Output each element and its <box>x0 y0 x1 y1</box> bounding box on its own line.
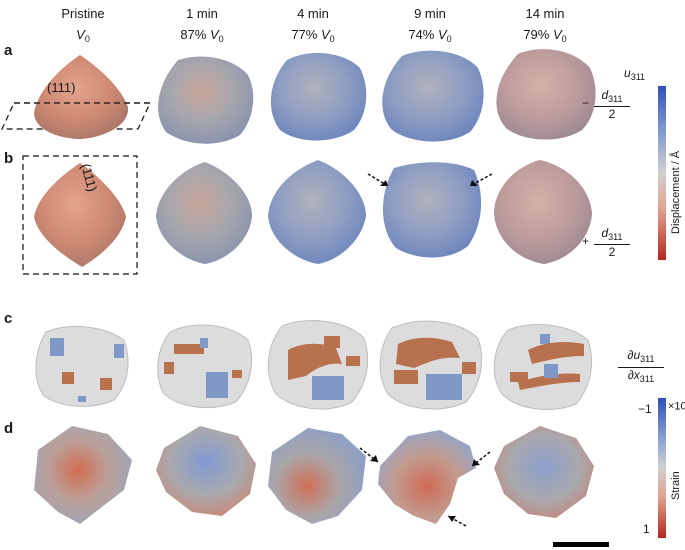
column-time-0: Pristine <box>61 6 105 21</box>
pristine-particle-a <box>34 55 129 139</box>
row-label-a: a <box>4 42 13 59</box>
row-d-slice-0 <box>34 426 132 524</box>
row-a-particle-1 <box>158 56 254 144</box>
column-volume-0: V0 <box>76 27 90 44</box>
row-a-particle-3 <box>382 50 484 142</box>
column-time-2: 4 min <box>297 6 329 21</box>
row-label-d: d <box>4 420 14 437</box>
row-c-particle-3 <box>379 320 483 410</box>
facet-label-a: (111) <box>47 80 76 95</box>
arrow-icon <box>469 173 493 187</box>
row-a-particle-4 <box>496 49 596 140</box>
row-c-particle-0 <box>35 325 129 407</box>
row-b-particle-4 <box>494 160 592 264</box>
colorbar-bottom-bar <box>658 398 666 538</box>
row-d-slice-3 <box>359 430 491 527</box>
row-c-particle-1 <box>157 324 253 408</box>
column-time-4: 14 min <box>525 6 565 21</box>
scale-bar <box>553 542 609 547</box>
row-label-c: c <box>4 310 13 327</box>
colorbar-bottom-top-value: −1 <box>638 402 652 416</box>
column-volume-2: 77% V0 <box>291 27 335 44</box>
colorbar-top-bar <box>658 86 666 260</box>
pristine-particle-b <box>34 163 126 267</box>
row-a-particle-2 <box>270 53 367 141</box>
row-b-particle-2 <box>268 160 366 264</box>
column-volume-3: 74% V0 <box>408 27 452 44</box>
row-d-slice-2 <box>268 428 366 524</box>
row-a-particle-0 <box>1 55 151 139</box>
arrow-icon <box>367 173 389 187</box>
row-c-particle-4 <box>493 324 593 410</box>
row-d-slice-4 <box>494 426 594 518</box>
colorbar-top-symbol: u311 <box>624 66 646 82</box>
column-volume-4: 79% V0 <box>523 27 567 44</box>
row-c-particle-2 <box>267 320 369 410</box>
colorbar-bottom-derivative: ∂u311 ∂x311 <box>618 348 664 387</box>
arrow-icon <box>471 451 491 467</box>
cross-section-box <box>22 155 138 275</box>
row-b-particle-1 <box>156 162 252 264</box>
row-b-particle-0 <box>22 155 138 275</box>
row-d-slice-1 <box>156 426 256 516</box>
column-time-3: 9 min <box>414 6 446 21</box>
row-label-b: b <box>4 150 14 167</box>
arrow-icon <box>359 447 379 463</box>
colorbar-bottom-bottom-value: 1 <box>643 522 650 536</box>
colorbar-bottom-axis-label: Strain <box>670 471 682 500</box>
arrow-icon <box>447 515 467 527</box>
column-time-1: 1 min <box>186 6 218 21</box>
row-b-particle-3 <box>367 162 493 258</box>
column-volume-1: 87% V0 <box>180 27 224 44</box>
colorbar-top-axis-label: Displacement / Å <box>670 150 682 234</box>
colorbar-bottom-multiplier: ×10−3 <box>668 400 685 413</box>
